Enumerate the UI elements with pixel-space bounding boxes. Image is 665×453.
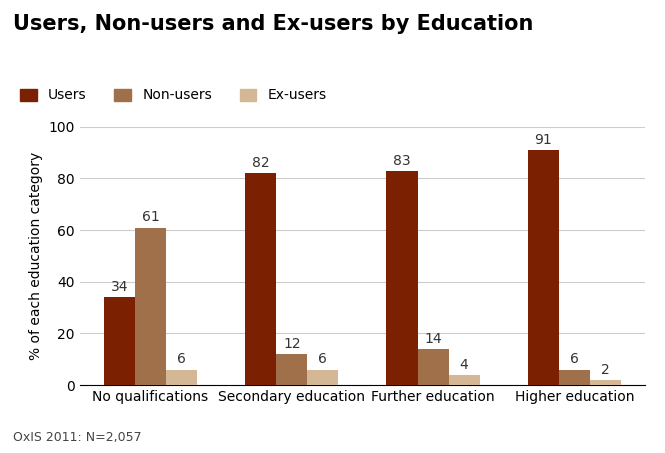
Text: 2: 2	[601, 363, 610, 377]
Text: 34: 34	[110, 280, 128, 294]
Text: 91: 91	[535, 133, 552, 147]
Text: 83: 83	[393, 154, 411, 168]
Text: 4: 4	[460, 357, 469, 371]
Bar	[528, 150, 559, 385]
Text: OxIS 2011: N=2,057: OxIS 2011: N=2,057	[13, 431, 142, 444]
Text: 61: 61	[142, 211, 160, 224]
Text: 6: 6	[319, 352, 327, 366]
Text: 6: 6	[177, 352, 186, 366]
Text: 82: 82	[252, 156, 269, 170]
Text: Users, Non-users and Ex-users by Education: Users, Non-users and Ex-users by Educati…	[13, 14, 534, 34]
Bar	[135, 227, 166, 385]
Bar	[559, 370, 590, 385]
Bar	[449, 375, 479, 385]
Text: 6: 6	[570, 352, 579, 366]
Bar	[590, 380, 621, 385]
Bar	[276, 354, 307, 385]
Bar	[386, 171, 418, 385]
Bar	[245, 173, 276, 385]
Text: 12: 12	[283, 337, 301, 351]
Bar	[418, 349, 449, 385]
Bar	[104, 297, 135, 385]
Legend: Users, Non-users, Ex-users: Users, Non-users, Ex-users	[20, 88, 327, 102]
Text: 14: 14	[424, 332, 442, 346]
Bar	[166, 370, 197, 385]
Bar	[307, 370, 338, 385]
Y-axis label: % of each education category: % of each education category	[29, 152, 43, 360]
